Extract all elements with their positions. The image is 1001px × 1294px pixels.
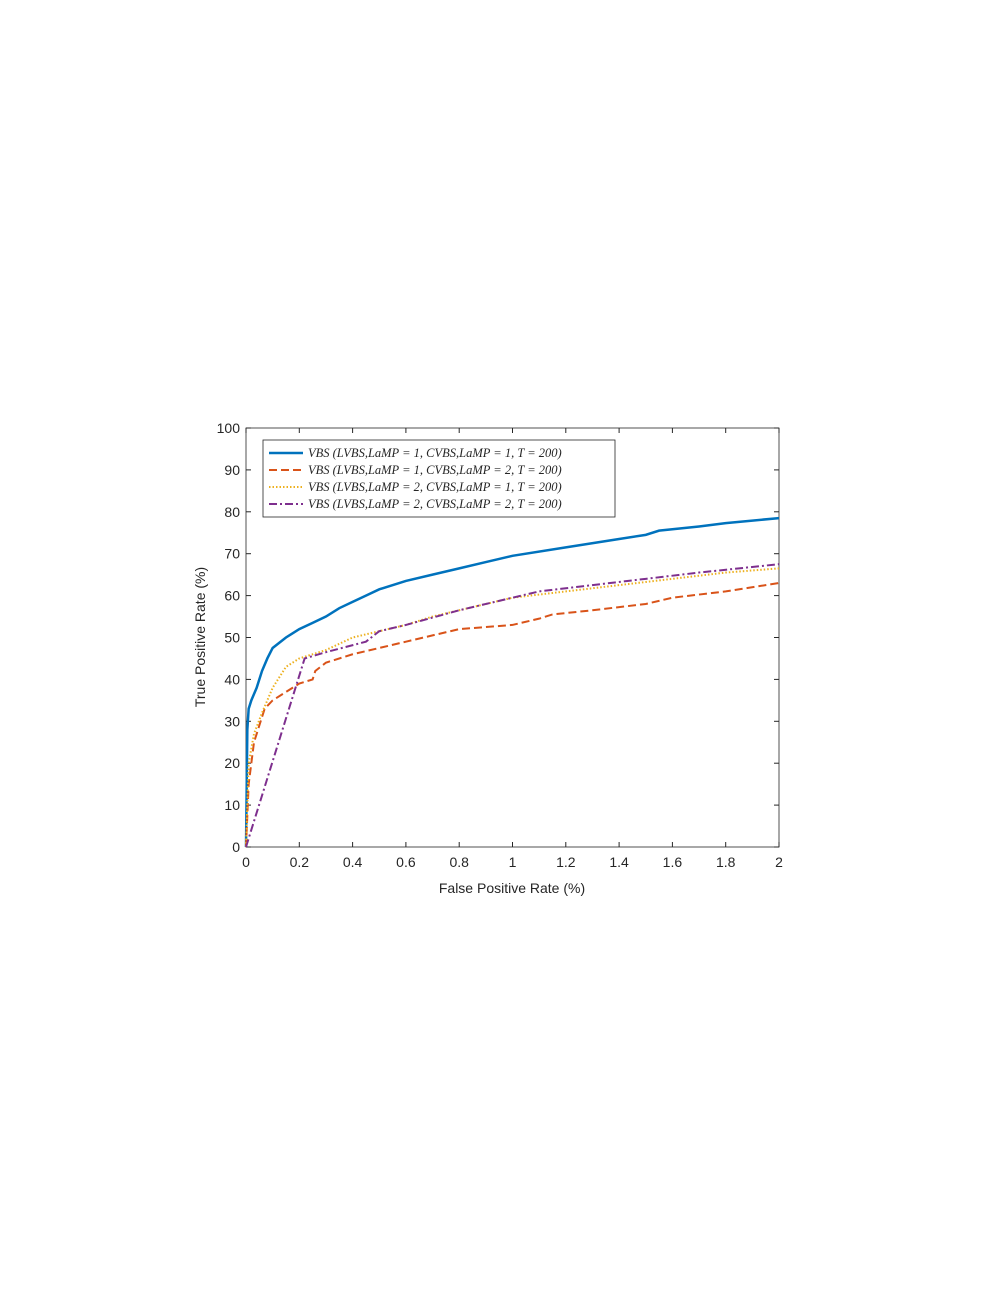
x-axis-label: False Positive Rate (%) — [439, 880, 585, 896]
y-tick-label: 40 — [224, 671, 240, 687]
y-tick-label: 10 — [224, 797, 240, 813]
x-tick-label: 0.8 — [449, 854, 469, 870]
y-axis-label: True Positive Rate (%) — [192, 567, 208, 707]
y-tick-label: 50 — [224, 630, 240, 646]
x-tick-label: 1.6 — [663, 854, 683, 870]
x-tick-label: 0 — [242, 854, 250, 870]
legend-label: VBS (LVBS,LaMP = 1, CVBS,LaMP = 2, T = 2… — [308, 463, 562, 477]
y-tick-label: 80 — [224, 504, 240, 520]
x-tick-label: 0.6 — [396, 854, 416, 870]
line-series — [245, 582, 780, 848]
y-tick-label: 20 — [224, 755, 240, 771]
line-series — [244, 516, 780, 848]
y-tick-label: 0 — [232, 839, 240, 855]
y-tick-label: 60 — [224, 588, 240, 604]
legend-label: VBS (LVBS,LaMP = 2, CVBS,LaMP = 2, T = 2… — [308, 497, 562, 511]
y-tick-label: 30 — [224, 713, 240, 729]
x-tick-label: 1.2 — [556, 854, 576, 870]
x-tick-label: 1.4 — [609, 854, 629, 870]
x-tick-label: 1 — [509, 854, 517, 870]
line-series — [245, 563, 780, 848]
x-tick-label: 2 — [775, 854, 783, 870]
legend-label: VBS (LVBS,LaMP = 1, CVBS,LaMP = 1, T = 2… — [308, 446, 562, 460]
x-tick-label: 0.4 — [343, 854, 363, 870]
y-tick-label: 70 — [224, 546, 240, 562]
x-tick-label: 1.8 — [716, 854, 736, 870]
x-tick-label: 0.2 — [290, 854, 310, 870]
legend-box — [262, 439, 616, 518]
y-tick-label: 100 — [217, 420, 241, 436]
legend-label: VBS (LVBS,LaMP = 2, CVBS,LaMP = 1, T = 2… — [308, 480, 562, 494]
y-tick-label: 90 — [224, 462, 240, 478]
